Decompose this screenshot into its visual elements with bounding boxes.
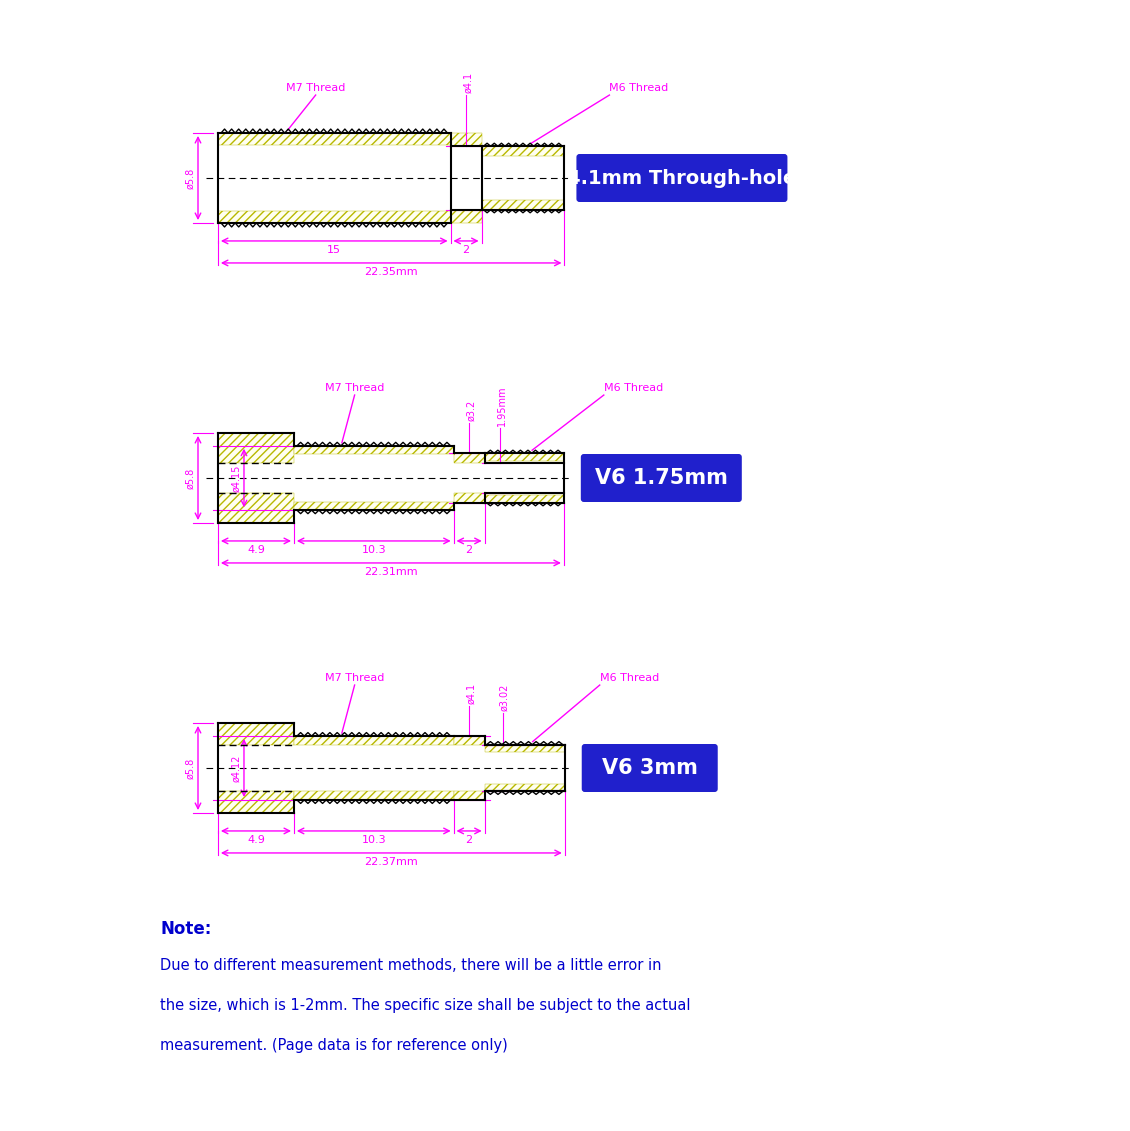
Text: M7 Thread: M7 Thread bbox=[325, 673, 384, 683]
Bar bbox=[485, 454, 564, 461]
Text: V6 3mm: V6 3mm bbox=[602, 758, 697, 778]
Bar bbox=[294, 446, 453, 455]
Bar bbox=[294, 736, 453, 744]
Bar bbox=[294, 792, 453, 800]
Bar bbox=[453, 736, 485, 744]
Bar bbox=[218, 792, 294, 813]
Bar bbox=[485, 495, 564, 503]
Bar bbox=[218, 210, 451, 223]
Text: ø4.15: ø4.15 bbox=[231, 465, 241, 492]
Bar bbox=[485, 785, 565, 792]
Bar bbox=[218, 133, 451, 146]
Text: M7 Thread: M7 Thread bbox=[325, 383, 384, 394]
Text: M6 Thread: M6 Thread bbox=[609, 83, 669, 93]
Bar bbox=[453, 493, 485, 503]
FancyBboxPatch shape bbox=[576, 154, 788, 202]
Bar bbox=[481, 200, 564, 209]
Text: 2: 2 bbox=[466, 835, 472, 845]
Text: ø4.1: ø4.1 bbox=[466, 683, 476, 705]
Text: 22.35mm: 22.35mm bbox=[364, 267, 418, 277]
Text: 22.37mm: 22.37mm bbox=[365, 857, 418, 867]
Text: ø3.02: ø3.02 bbox=[499, 683, 510, 710]
Bar bbox=[294, 502, 453, 510]
Bar bbox=[453, 454, 485, 463]
Bar bbox=[218, 493, 294, 523]
Text: 15: 15 bbox=[328, 245, 341, 254]
Text: Note:: Note: bbox=[160, 920, 211, 938]
Text: the size, which is 1-2mm. The specific size shall be subject to the actual: the size, which is 1-2mm. The specific s… bbox=[160, 998, 690, 1013]
Text: 1.95mm: 1.95mm bbox=[496, 386, 506, 426]
FancyBboxPatch shape bbox=[582, 744, 718, 792]
Text: 2: 2 bbox=[462, 245, 470, 254]
Text: ø5.8: ø5.8 bbox=[185, 758, 195, 778]
Text: ø5.8: ø5.8 bbox=[185, 467, 195, 489]
Bar bbox=[451, 209, 481, 223]
Text: M7 Thread: M7 Thread bbox=[286, 83, 346, 93]
FancyBboxPatch shape bbox=[581, 454, 741, 502]
Text: ø4.1: ø4.1 bbox=[463, 72, 473, 93]
Text: 4.9: 4.9 bbox=[247, 545, 264, 555]
Text: M6 Thread: M6 Thread bbox=[600, 673, 659, 683]
Bar bbox=[453, 792, 485, 800]
Bar bbox=[218, 723, 294, 744]
Text: ø5.8: ø5.8 bbox=[185, 167, 195, 189]
Text: Due to different measurement methods, there will be a little error in: Due to different measurement methods, th… bbox=[160, 958, 661, 973]
Text: measurement. (Page data is for reference only): measurement. (Page data is for reference… bbox=[160, 1038, 507, 1053]
Text: 4.1mm Through-hole: 4.1mm Through-hole bbox=[567, 169, 797, 188]
Bar bbox=[485, 744, 565, 752]
Text: 4.9: 4.9 bbox=[247, 835, 264, 845]
Text: 2: 2 bbox=[466, 545, 472, 555]
Bar bbox=[218, 433, 294, 463]
Text: 22.31mm: 22.31mm bbox=[364, 567, 418, 577]
Text: V6 1.75mm: V6 1.75mm bbox=[594, 468, 728, 487]
Bar bbox=[451, 133, 481, 146]
Text: ø4.12: ø4.12 bbox=[231, 754, 241, 782]
Text: M6 Thread: M6 Thread bbox=[603, 383, 663, 394]
Bar bbox=[481, 146, 564, 156]
Text: 10.3: 10.3 bbox=[362, 835, 386, 845]
Text: ø3.2: ø3.2 bbox=[466, 400, 476, 421]
Text: 10.3: 10.3 bbox=[362, 545, 386, 555]
